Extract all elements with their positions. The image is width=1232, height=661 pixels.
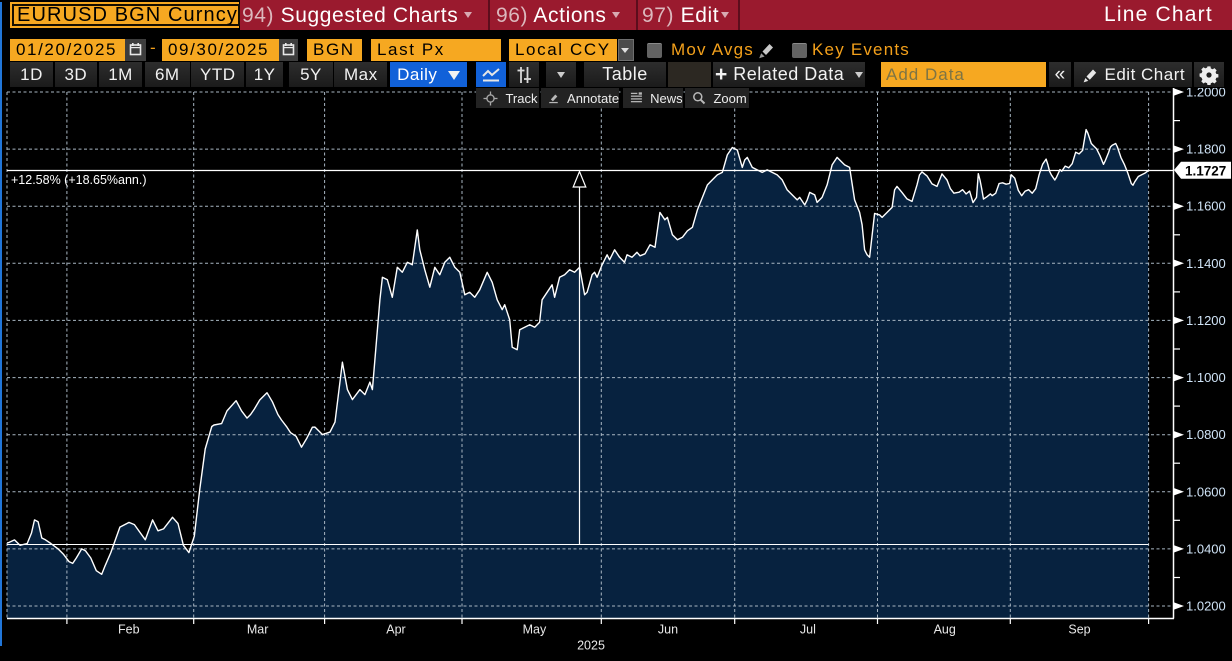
svg-text:May: May [523, 623, 547, 637]
svg-text:Apr: Apr [386, 623, 405, 637]
svg-text:Jun: Jun [658, 623, 678, 637]
svg-text:1.0600: 1.0600 [1186, 484, 1226, 499]
svg-text:1.1000: 1.1000 [1186, 370, 1226, 385]
svg-text:Sep: Sep [1068, 623, 1090, 637]
svg-text:1.1727: 1.1727 [1185, 163, 1226, 178]
svg-text:1.1400: 1.1400 [1186, 256, 1226, 271]
svg-text:1.0400: 1.0400 [1186, 541, 1226, 556]
svg-text:1.2000: 1.2000 [1186, 88, 1226, 100]
svg-text:1.1800: 1.1800 [1186, 142, 1226, 157]
svg-text:2025: 2025 [577, 639, 605, 653]
svg-text:+12.58% (+18.65%ann.): +12.58% (+18.65%ann.) [11, 173, 147, 187]
svg-text:1.1200: 1.1200 [1186, 313, 1226, 328]
svg-text:1.0200: 1.0200 [1186, 599, 1226, 614]
svg-text:1.1600: 1.1600 [1186, 199, 1226, 214]
svg-text:Mar: Mar [247, 623, 269, 637]
svg-text:Feb: Feb [118, 623, 140, 637]
svg-text:Jul: Jul [800, 623, 816, 637]
svg-text:1.0800: 1.0800 [1186, 427, 1226, 442]
svg-text:Aug: Aug [934, 623, 956, 637]
